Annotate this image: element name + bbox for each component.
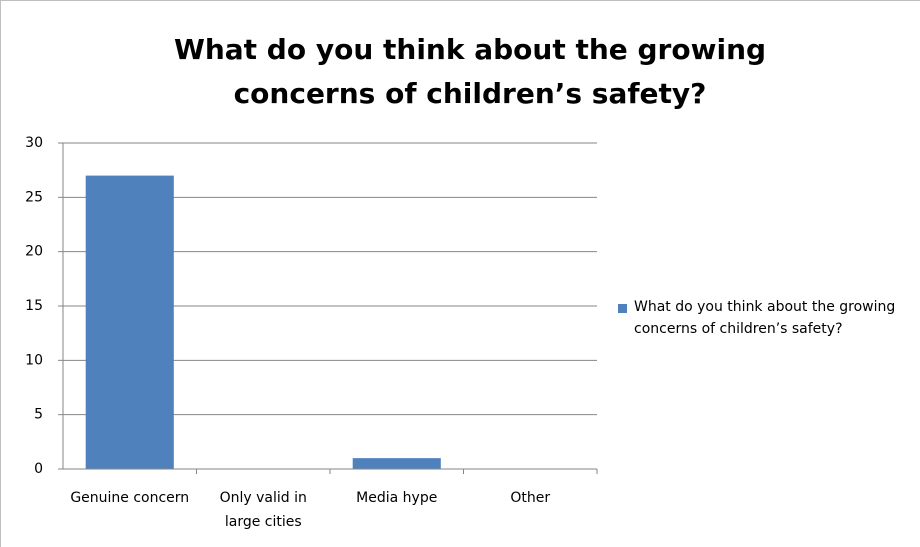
x-tick-label: Only valid in large cities — [219, 490, 307, 530]
bar — [352, 458, 441, 469]
y-tick-label: 15 — [25, 298, 43, 314]
y-tick-label: 30 — [25, 135, 43, 151]
y-tick-label: 10 — [25, 352, 43, 368]
legend-key — [618, 304, 627, 313]
x-tick-label: Genuine concern — [70, 490, 190, 506]
x-tick-label: Media hype — [356, 490, 438, 506]
y-tick-label: 0 — [34, 461, 43, 477]
y-tick-label: 25 — [25, 189, 43, 205]
y-tick-label: 5 — [34, 407, 43, 423]
y-tick-label: 20 — [25, 244, 43, 260]
legend-label: What do you think about the growing conc… — [634, 299, 896, 337]
chart-title: What do you think about the growing conc… — [173, 33, 767, 110]
bar — [85, 175, 174, 469]
x-tick-label: Other — [510, 490, 551, 506]
